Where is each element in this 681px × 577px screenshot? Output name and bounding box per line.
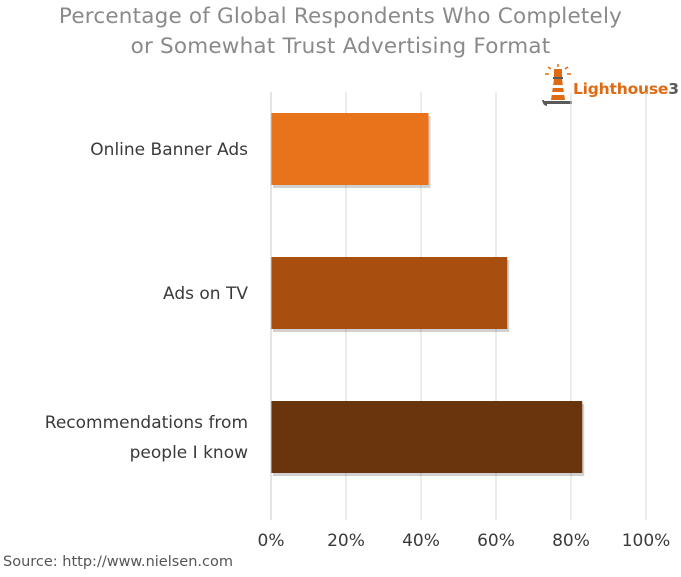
category-label-2-0: Recommendations from	[45, 413, 248, 433]
bar-2	[271, 401, 583, 473]
x-tick-label-0: 0%	[258, 531, 285, 551]
logo-text-main: Lighthouse	[573, 80, 669, 98]
chart-title-line-1: Percentage of Global Respondents Who Com…	[58, 4, 623, 29]
lighthouse-icon	[542, 64, 572, 106]
logo-text-number: 3	[668, 80, 679, 98]
x-tick-label-1: 20%	[327, 531, 365, 551]
x-tick-label-4: 80%	[552, 531, 590, 551]
bar-1	[271, 257, 508, 329]
category-label-2-1: people I know	[130, 443, 248, 463]
category-label-1-0: Ads on TV	[163, 284, 248, 304]
x-tick-label-5: 100%	[622, 531, 671, 551]
lighthouse3-logo: Lighthouse3	[541, 64, 679, 108]
x-tick-label-2: 40%	[402, 531, 440, 551]
chart-title-line-2: or Somewhat Trust Advertising Format	[130, 34, 551, 59]
bar-0	[271, 113, 429, 185]
source-note: Source: http://www.nielsen.com	[3, 554, 233, 570]
logo-text: Lighthouse3	[573, 80, 679, 98]
x-tick-label-3: 60%	[477, 531, 515, 551]
category-label-0-0: Online Banner Ads	[90, 140, 248, 160]
